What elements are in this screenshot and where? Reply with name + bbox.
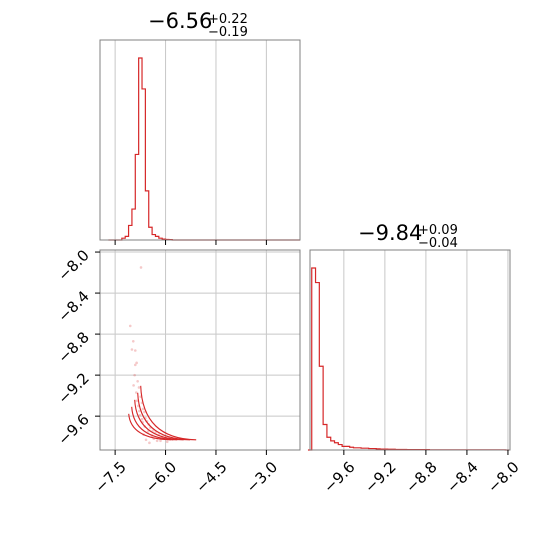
x-tick-label: −9.6 <box>320 458 358 496</box>
x-tick-label: −8.4 <box>443 458 481 496</box>
scatter-point <box>133 373 136 377</box>
density-contour <box>140 385 197 441</box>
scatter-point <box>148 441 151 445</box>
scatter-point <box>155 439 159 443</box>
scatter-point <box>137 386 141 389</box>
panel-frame <box>309 249 511 451</box>
scatter-point <box>131 339 135 343</box>
scatter-point <box>133 349 137 352</box>
y-tick-label: −8.8 <box>54 328 92 366</box>
scatter-point <box>143 410 146 414</box>
x-tick-label: −6.0 <box>142 458 180 496</box>
density-contour <box>128 413 172 441</box>
scatter-point <box>138 409 141 413</box>
panel-title-2-sub: −0.04 <box>418 236 458 251</box>
scatter-point <box>138 413 142 417</box>
panel-top-left: −6.56 +0.22 −0.19 <box>99 9 301 245</box>
x-tick-label: −3.0 <box>243 458 281 496</box>
x-tick-label: −8.8 <box>402 458 440 496</box>
scatter-point <box>144 438 148 442</box>
panel-frame <box>99 249 301 451</box>
histogram-series-1 <box>108 57 300 241</box>
scatter-point <box>128 324 132 328</box>
scatter-point <box>146 430 150 433</box>
scatter-point <box>165 440 169 444</box>
panel-title-2: −9.84 <box>358 221 422 245</box>
scatter-point <box>130 348 134 351</box>
panel-title-1: −6.56 <box>148 9 212 33</box>
scatter-point <box>135 399 139 403</box>
panel-title-1-sub: −0.19 <box>208 25 248 40</box>
panel-frame <box>99 39 301 241</box>
y-tick-label: −8.4 <box>54 287 92 325</box>
scatter-point <box>141 407 145 411</box>
y-tick-label: −8.0 <box>54 246 92 284</box>
scatter-point <box>140 417 144 421</box>
panel-bottom-left: −7.5 −6.0 −4.5 −3.0 −8.0−8.4−8.8−9.2−9.6 <box>54 246 301 497</box>
x-tick-label: −9.2 <box>361 458 399 496</box>
scatter-point <box>159 439 162 443</box>
panel-title-1-sup: +0.22 <box>208 12 248 27</box>
x-tick-label: −7.5 <box>91 458 129 496</box>
scatter-point <box>132 384 135 387</box>
scatter-point <box>136 379 139 383</box>
scatter-point <box>133 363 137 367</box>
scatter-point <box>151 429 155 432</box>
y-tick-label: −9.2 <box>54 369 92 407</box>
scatter-point <box>135 391 138 394</box>
panel-bottom-right: −9.6 −9.2 −8.8 −8.4 −8.0 −9.84 +0.09 −0.04 <box>307 221 523 497</box>
y-tick-label: −9.6 <box>54 410 92 448</box>
panel-title-2-sup: +0.09 <box>418 223 458 238</box>
x-tick-label: −8.0 <box>484 458 522 496</box>
x-tick-label: −4.5 <box>192 458 230 496</box>
scatter-point <box>139 266 143 269</box>
scatter-point <box>135 361 138 365</box>
histogram-series-2 <box>307 267 510 451</box>
